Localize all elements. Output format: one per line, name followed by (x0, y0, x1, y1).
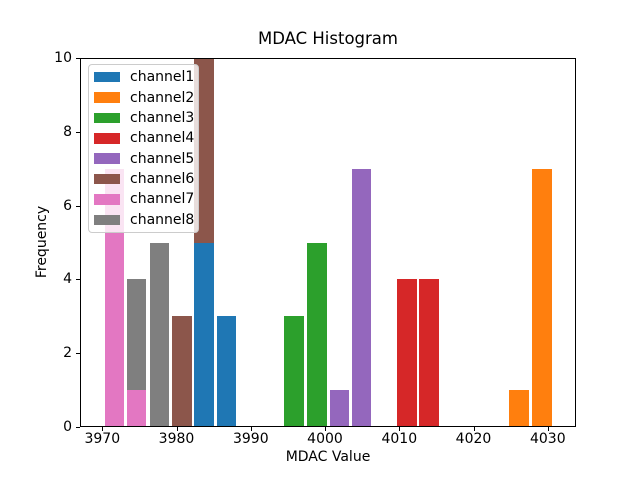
legend-label: channel6 (130, 171, 195, 188)
legend-swatch-icon (94, 153, 120, 164)
y-tick-mark (76, 427, 80, 428)
histogram-bar-channel3 (284, 316, 304, 427)
y-tick-label: 6 (63, 197, 72, 214)
histogram-bar-channel8 (126, 279, 147, 427)
x-tick-mark (325, 427, 326, 431)
histogram-bar-channel2 (532, 168, 552, 427)
x-tick-label: 4010 (381, 431, 418, 447)
legend-swatch-icon (94, 92, 120, 103)
x-tick-mark (176, 427, 178, 431)
legend-label: channel4 (130, 130, 195, 147)
histogram-bar-channel2 (509, 390, 529, 427)
legend-swatch-icon (94, 173, 120, 185)
x-tick-mark (473, 427, 475, 431)
histogram-bar-channel6 (172, 316, 192, 427)
y-tick-mark (76, 353, 80, 355)
legend-label: channel7 (130, 191, 195, 208)
x-tick-label: 3980 (158, 431, 195, 447)
y-tick-label: 10 (54, 50, 72, 66)
legend-swatch-icon (94, 194, 120, 205)
legend-entry: channel7 (94, 189, 198, 209)
legend-swatch-icon (94, 214, 120, 226)
y-tick-label: 4 (63, 271, 72, 288)
legend-label: channel8 (130, 211, 195, 228)
histogram-bar-channel5 (329, 390, 350, 427)
histogram-bar-channel5 (351, 168, 372, 427)
x-tick-label: 3990 (232, 431, 269, 447)
y-tick-label: 0 (63, 419, 72, 435)
histogram-bar-channel4 (397, 279, 417, 427)
y-tick-label: 2 (63, 345, 72, 362)
chart-title: MDAC Histogram (257, 29, 398, 48)
legend-swatch-icon (94, 112, 120, 124)
x-tick-label: 4030 (529, 431, 566, 447)
histogram-bar-channel1 (194, 242, 214, 427)
legend-entry: channel2 (94, 88, 198, 108)
histogram-bar-channel7 (126, 390, 147, 427)
histogram-bar-channel3 (307, 242, 327, 427)
x-tick-mark (250, 427, 252, 431)
x-tick-label: 3970 (84, 431, 121, 447)
legend-entry: channel5 (94, 149, 198, 169)
legend-label: channel3 (130, 109, 195, 126)
x-tick-mark (399, 427, 401, 431)
x-axis-label: MDAC Value (285, 449, 371, 465)
y-tick-mark (76, 205, 80, 207)
legend-entry: channel6 (94, 169, 198, 189)
y-tick-label: 8 (63, 123, 72, 140)
legend-label: channel2 (130, 89, 195, 106)
x-tick-label: 4020 (455, 431, 492, 447)
legend-entry: channel4 (94, 128, 198, 148)
legend-swatch-icon (94, 71, 120, 83)
legend-entry: channel1 (94, 67, 198, 87)
legend-label: channel5 (130, 150, 195, 167)
histogram-bar-channel1 (216, 316, 237, 427)
legend-entry: channel8 (94, 210, 198, 230)
legend: channel1 channel2 channel3 channel4 channel5… (88, 64, 199, 233)
legend-label: channel1 (130, 69, 195, 86)
histogram-bar-channel7 (104, 168, 125, 427)
histogram-bar-channel8 (149, 242, 170, 427)
y-tick-mark (76, 131, 80, 133)
legend-swatch-icon (94, 133, 120, 144)
legend-entry: channel3 (94, 108, 198, 128)
x-tick-mark (547, 427, 549, 431)
y-axis-label: Frequency (34, 205, 50, 279)
x-tick-mark (102, 427, 104, 431)
y-tick-mark (76, 279, 80, 281)
y-tick-mark (76, 58, 80, 59)
histogram-bar-channel4 (419, 279, 439, 427)
plot-area (80, 58, 576, 427)
x-tick-label: 4000 (307, 431, 343, 447)
